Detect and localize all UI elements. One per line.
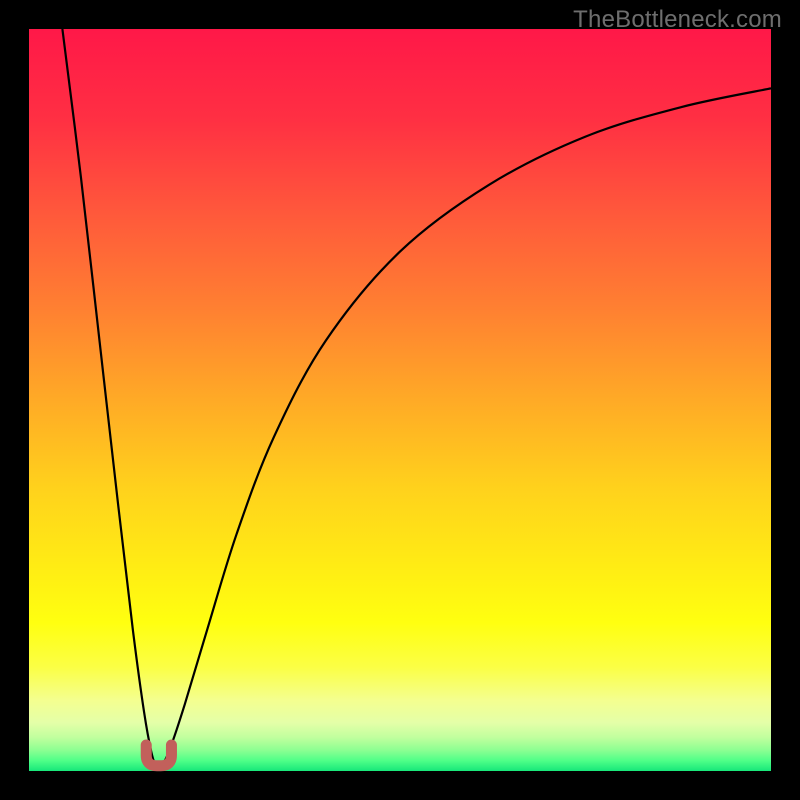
plot-area <box>29 29 771 771</box>
bottleneck-chart <box>0 0 800 800</box>
watermark-text: TheBottleneck.com <box>573 6 782 34</box>
